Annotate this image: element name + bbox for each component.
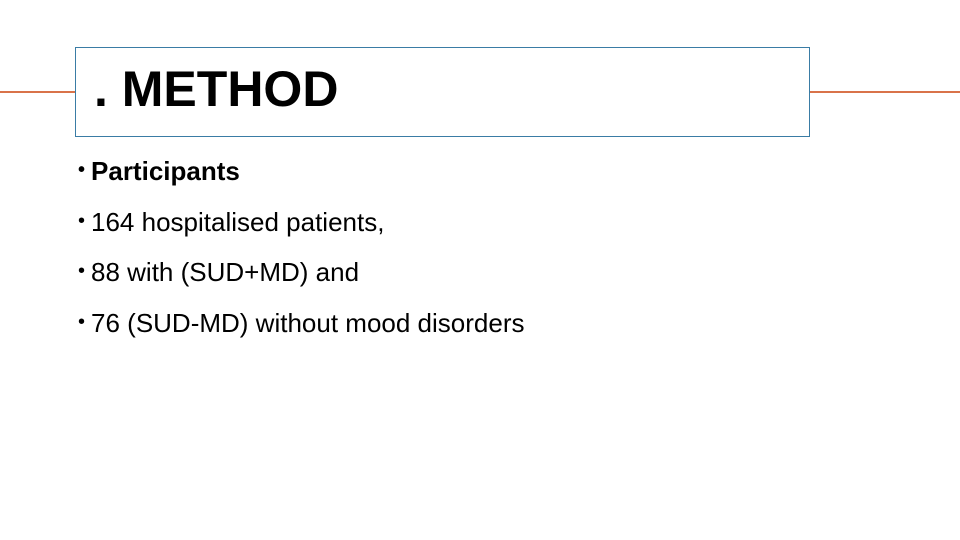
- bullet-text: 164 hospitalised patients,: [91, 206, 384, 239]
- title-box: . METHOD: [75, 47, 810, 137]
- list-item: • 164 hospitalised patients,: [78, 206, 638, 239]
- slide: . METHOD • Participants • 164 hospitalis…: [0, 0, 960, 540]
- accent-rule-left: [0, 91, 75, 93]
- list-item: • 88 with (SUD+MD) and: [78, 256, 638, 289]
- bullet-icon: •: [78, 155, 85, 185]
- bullet-text: Participants: [91, 155, 240, 188]
- list-item: • Participants: [78, 155, 638, 188]
- bullet-icon: •: [78, 307, 85, 337]
- bullet-text: 76 (SUD-MD) without mood disorders: [91, 307, 524, 340]
- bullet-icon: •: [78, 256, 85, 286]
- list-item: • 76 (SUD-MD) without mood disorders: [78, 307, 638, 340]
- bullet-text: 88 with (SUD+MD) and: [91, 256, 359, 289]
- slide-title: . METHOD: [94, 60, 809, 118]
- accent-rule-right: [810, 91, 960, 93]
- bullet-icon: •: [78, 206, 85, 236]
- body-content: • Participants • 164 hospitalised patien…: [78, 155, 638, 357]
